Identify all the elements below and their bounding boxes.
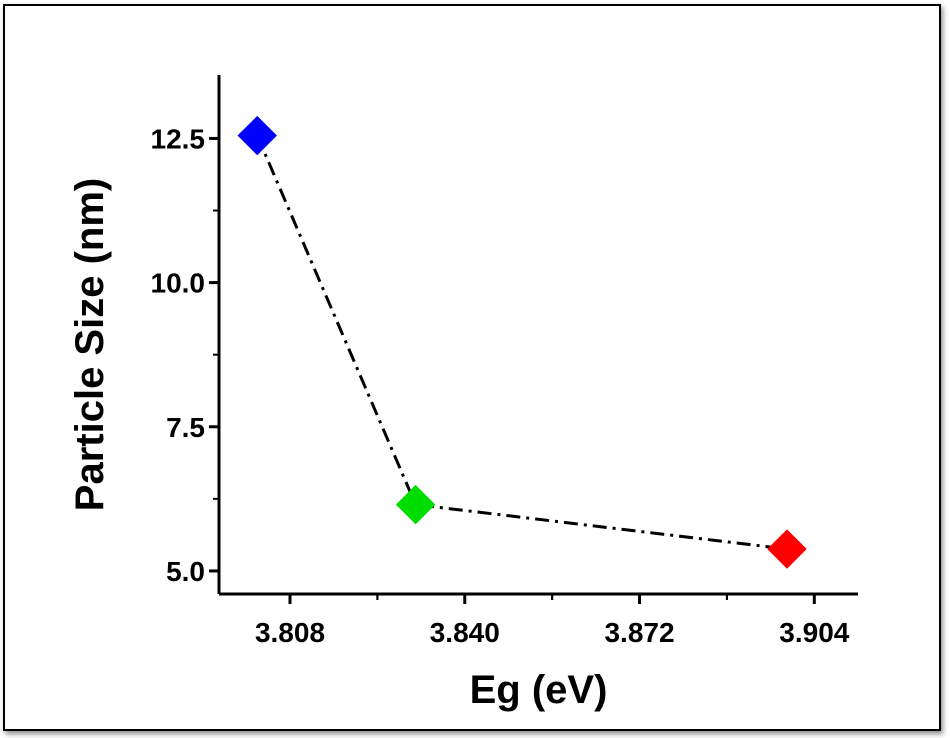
x-tick-label: 3.872 bbox=[604, 617, 674, 648]
data-point-diamond bbox=[237, 115, 277, 156]
figure-frame bbox=[3, 4, 941, 731]
data-point-diamond bbox=[395, 484, 436, 525]
y-tick-label: 10.0 bbox=[151, 268, 206, 299]
x-axis-title: Eg (eV) bbox=[470, 668, 608, 712]
y-tick-label: 7.5 bbox=[166, 412, 205, 443]
x-tick-label: 3.904 bbox=[779, 617, 849, 648]
data-point-diamond bbox=[767, 529, 807, 569]
x-tick-label: 3.840 bbox=[430, 617, 500, 648]
y-tick-label: 12.5 bbox=[151, 123, 206, 154]
chart-axes bbox=[217, 75, 858, 596]
y-axis-title: Particle Size (nm) bbox=[68, 178, 112, 511]
y-tick-label: 5.0 bbox=[166, 556, 205, 587]
series-line bbox=[255, 134, 788, 551]
x-tick-label: 3.808 bbox=[255, 617, 325, 648]
